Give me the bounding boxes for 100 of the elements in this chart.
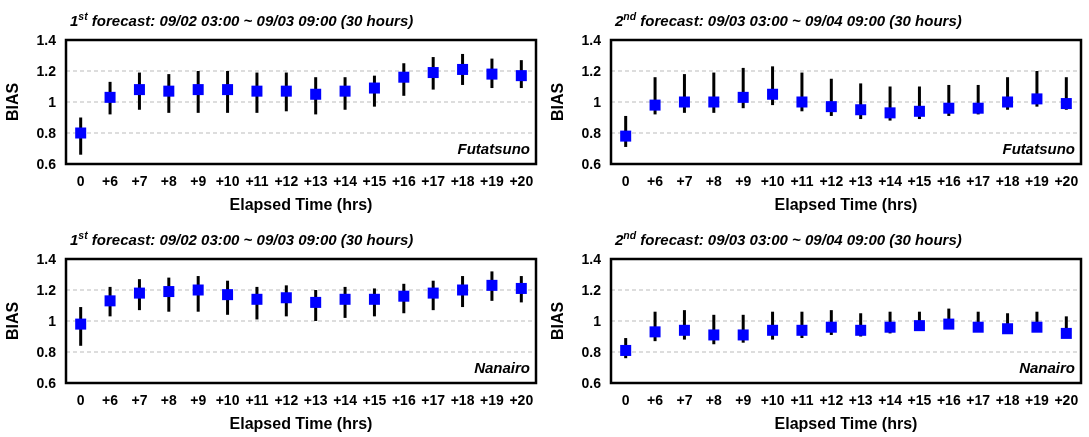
point: [427, 287, 439, 299]
point: [708, 329, 720, 341]
y-tick-label: 0.6: [36, 374, 57, 391]
x-tick-label: +16: [936, 173, 961, 189]
point: [75, 318, 87, 330]
point: [649, 326, 661, 338]
x-tick-label: +19: [1025, 173, 1050, 189]
y-tick-label: 1: [48, 93, 57, 110]
y-axis-title: BIAS: [549, 301, 566, 341]
chart-title: 1$^{st}$ forecast: 09/02 03:00 ~ 09/03 09:00 (30 hours): [70, 229, 414, 248]
point: [1031, 93, 1043, 105]
x-tick-label: +10: [760, 392, 785, 408]
point: [708, 96, 720, 108]
x-tick-label: +19: [480, 392, 505, 408]
point: [943, 102, 955, 114]
x-tick-label: +16: [391, 392, 416, 408]
point: [486, 68, 498, 80]
x-tick-label: +12: [274, 392, 299, 408]
x-tick-label: +19: [480, 173, 505, 189]
y-tick-label: 1.4: [581, 250, 602, 267]
y-tick-label: 0.6: [36, 155, 57, 172]
x-tick-label: +12: [819, 392, 844, 408]
y-axis-title: BIAS: [549, 82, 566, 122]
point: [913, 320, 925, 332]
point: [398, 71, 410, 83]
x-tick-label: +14: [878, 392, 903, 408]
point: [251, 293, 263, 305]
x-axis-title: Elapsed Time (hrs): [774, 415, 918, 432]
x-tick-label: +13: [303, 173, 328, 189]
x-tick-label: +13: [848, 173, 873, 189]
point: [1002, 96, 1014, 108]
x-tick-label: +7: [676, 173, 693, 189]
x-tick-label: 0: [621, 173, 630, 189]
point: [280, 292, 292, 304]
annotation: Futatsuno: [1002, 140, 1075, 157]
point: [515, 282, 527, 294]
x-tick-label: +11: [245, 392, 269, 408]
x-tick-label: +14: [333, 392, 358, 408]
point: [913, 105, 925, 117]
y-tick-label: 1.2: [36, 62, 57, 79]
chart-title: 1$^{st}$ forecast: 09/02 03:00 ~ 09/03 09:00 (30 hours): [70, 10, 414, 29]
point: [104, 295, 116, 307]
point: [457, 284, 469, 296]
point: [163, 286, 175, 298]
point: [515, 70, 527, 82]
x-tick-label: +16: [936, 392, 961, 408]
x-tick-label: +11: [245, 173, 269, 189]
x-tick-label: +9: [735, 392, 752, 408]
point: [884, 321, 896, 333]
x-tick-label: +17: [421, 392, 446, 408]
x-tick-label: +17: [966, 392, 991, 408]
x-tick-label: +20: [509, 392, 534, 408]
point: [943, 318, 955, 330]
point: [251, 85, 263, 97]
x-tick-label: +8: [160, 173, 177, 189]
x-tick-label: +7: [676, 392, 693, 408]
point: [163, 85, 175, 97]
x-tick-label: 0: [76, 392, 85, 408]
point: [310, 88, 322, 100]
point: [767, 324, 779, 336]
x-tick-label: +12: [274, 173, 299, 189]
point: [222, 289, 234, 301]
point: [796, 96, 808, 108]
point: [75, 127, 87, 139]
point: [620, 344, 632, 356]
y-tick-label: 0.8: [581, 343, 602, 360]
x-tick-label: +6: [647, 392, 664, 408]
x-axis-title: Elapsed Time (hrs): [229, 196, 373, 213]
x-tick-label: +6: [647, 173, 664, 189]
x-tick-label: 0: [76, 173, 85, 189]
point: [339, 293, 351, 305]
point: [1060, 327, 1072, 339]
point: [192, 284, 204, 296]
x-tick-label: +7: [131, 173, 148, 189]
point: [855, 324, 867, 336]
point: [678, 96, 690, 108]
chart-title: 2$^{nd}$ forecast: 09/03 03:00 ~ 09/04 09:00 (30 hours): [614, 10, 962, 29]
x-tick-label: +9: [190, 173, 207, 189]
y-tick-label: 1.2: [581, 62, 602, 79]
y-tick-label: 1.4: [36, 250, 57, 267]
point: [133, 287, 145, 299]
point: [796, 324, 808, 336]
point: [368, 82, 380, 94]
annotation: Nanairo: [474, 359, 530, 376]
point: [825, 101, 837, 113]
x-tick-label: +15: [907, 173, 932, 189]
x-tick-label: 0: [621, 392, 630, 408]
point: [222, 84, 234, 96]
point: [884, 107, 896, 119]
point: [620, 130, 632, 142]
point: [368, 293, 380, 305]
x-tick-label: +17: [421, 173, 446, 189]
point: [1060, 98, 1072, 110]
chart-title: 2$^{nd}$ forecast: 09/03 03:00 ~ 09/04 09:00 (30 hours): [614, 229, 962, 248]
x-tick-label: +15: [362, 392, 387, 408]
x-tick-label: +8: [705, 173, 722, 189]
x-tick-label: +7: [131, 392, 148, 408]
x-tick-label: +10: [760, 173, 785, 189]
x-tick-label: +15: [362, 173, 387, 189]
y-tick-label: 1.4: [36, 31, 57, 48]
